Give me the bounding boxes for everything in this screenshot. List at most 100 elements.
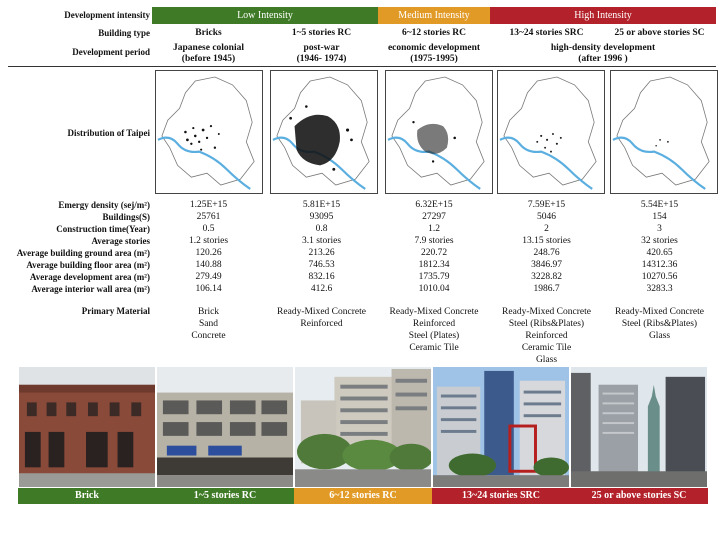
photo-brick-building	[18, 366, 156, 488]
stories-13-24-src: 13.15 stories	[522, 236, 571, 246]
stories-bricks: 1.2 stories	[188, 236, 229, 246]
average-stories-label: Average stories	[91, 236, 150, 246]
stories-25-sc: 32 stories	[641, 236, 678, 246]
development-intensity-label: Development intensity	[64, 10, 150, 20]
material-item: Glass	[648, 331, 671, 341]
low-rise-rc-illustration	[157, 367, 293, 487]
period-japanese-colonial: Japanese colonial (before 1945)	[152, 43, 265, 65]
period-3-line-1: economic development	[387, 43, 481, 53]
material-item: Concrete	[191, 331, 226, 341]
material-item: Reinforced	[300, 319, 343, 329]
materials-13-24-src: Ready-Mixed Concrete Steel (Ribs&Plates)…	[490, 306, 603, 366]
material-item: Ready-Mixed Concrete	[277, 307, 366, 317]
construction-6-12-rc: 1.2	[428, 224, 440, 234]
buildings-6-12-rc: 27297	[422, 212, 446, 222]
development-25-sc: 10270.56	[641, 272, 678, 282]
period-2-line-1: post-war	[303, 43, 340, 53]
material-item: Ready-Mixed Concrete	[502, 307, 591, 317]
stories-6-12-rc: 7.9 stories	[414, 236, 454, 246]
distribution-label: Distribution of Taipei	[67, 128, 150, 138]
interior-bricks: 106.14	[195, 284, 222, 294]
emergy-density-label: Emergy density (sej/m²)	[58, 200, 150, 210]
materials-1-5-rc: Ready-Mixed Concrete Reinforced	[265, 306, 378, 330]
floor-area-label: Average building floor area (m²)	[26, 260, 150, 270]
interior-1-5-rc: 412.6	[310, 284, 333, 294]
interior-13-24-src: 1986.7	[533, 284, 560, 294]
high-intensity-header: High Intensity	[490, 7, 716, 24]
ground-25-sc: 420.65	[646, 248, 673, 258]
development-area-label: Average development area (m²)	[29, 272, 150, 282]
low-intensity-header: Low Intensity	[152, 7, 378, 24]
building-type-bricks: Bricks	[195, 28, 222, 38]
material-item: Brick	[197, 307, 220, 317]
skyscraper-illustration	[571, 367, 707, 487]
photo-13-24-src-building	[432, 366, 570, 488]
emergy-13-24-src: 7.59E+15	[527, 200, 566, 210]
period-3-line-2: (1975-1995)	[410, 54, 458, 64]
period-1-line-1: Japanese colonial	[173, 43, 244, 53]
taipei-map-1-5-rc	[272, 76, 370, 190]
buildings-label: Buildings(S)	[102, 212, 150, 222]
taipei-map-bricks	[157, 76, 255, 190]
floor-bricks: 140.88	[195, 260, 222, 270]
floor-25-sc: 14312.36	[641, 260, 678, 270]
emergy-1-5-rc: 5.81E+15	[302, 200, 341, 210]
material-item: Sand	[199, 319, 218, 329]
primary-material-label: Primary Material	[81, 306, 150, 316]
ground-13-24-src: 248.76	[533, 248, 560, 258]
period-economic-development: economic development (1975-1995)	[378, 43, 490, 65]
floor-1-5-rc: 746.53	[308, 260, 335, 270]
materials-6-12-rc: Ready-Mixed Concrete Reinforced Steel (P…	[378, 306, 490, 354]
material-item: Reinforced	[412, 319, 456, 329]
brick-building-illustration	[19, 367, 155, 487]
construction-1-5-rc: 0.8	[315, 224, 328, 234]
building-type-25-sc: 25 or above stories SC	[614, 28, 705, 38]
materials-25-sc: Ready-Mixed Concrete Steel (Ribs&Plates)…	[603, 306, 716, 342]
period-post-war: post-war (1946- 1974)	[265, 43, 378, 65]
development-1-5-rc: 832.16	[308, 272, 335, 282]
interior-wall-area-label: Average interior wall area (m²)	[31, 284, 150, 294]
buildings-13-24-src: 5046	[537, 212, 556, 222]
material-item: Ready-Mixed Concrete	[615, 307, 704, 317]
development-period-label: Development period	[72, 47, 150, 57]
map-6-12-rc	[385, 70, 493, 194]
ground-area-label: Average building ground area (m²)	[16, 248, 150, 258]
development-13-24-src: 3228.82	[531, 272, 562, 282]
emergy-25-sc: 5.54E+15	[640, 200, 679, 210]
material-item: Reinforced	[525, 331, 568, 341]
interior-25-sc: 3283.3	[646, 284, 673, 294]
map-1-5-rc	[270, 70, 378, 194]
emergy-bricks: 1.25E+15	[189, 200, 228, 210]
period-2-line-2: (1946- 1974)	[296, 54, 347, 64]
ground-1-5-rc: 213.26	[308, 248, 335, 258]
period-4-line-1: high-density development	[550, 43, 656, 53]
material-item: Steel (Plates)	[408, 331, 460, 341]
emergy-6-12-rc: 6.32E+15	[415, 200, 453, 210]
construction-time-label: Construction time(Year)	[56, 224, 150, 234]
material-item: Steel (Ribs&Plates)	[508, 319, 585, 329]
ground-bricks: 120.26	[195, 248, 222, 258]
photo-25-sc-building	[570, 366, 708, 488]
stories-1-5-rc: 3.1 stories	[301, 236, 342, 246]
building-type-6-12-rc: 6~12 stories RC	[401, 28, 467, 38]
mid-rise-rc-illustration	[295, 367, 431, 487]
photo-6-12-rc-building	[294, 366, 432, 488]
high-rise-src-illustration	[433, 367, 569, 487]
construction-13-24-src: 2	[544, 224, 549, 234]
building-type-13-24-src: 13~24 stories SRC	[509, 28, 584, 38]
caption-13-24-src: 13~24 stories SRC	[432, 488, 570, 504]
building-type-label: Building type	[98, 28, 150, 38]
development-6-12-rc: 1735.79	[418, 272, 450, 282]
taipei-map-25-sc	[612, 76, 710, 190]
caption-brick: Brick	[18, 488, 156, 504]
taipei-map-13-24-src	[499, 76, 597, 190]
building-type-1-5-rc: 1~5 stories RC	[291, 28, 352, 38]
material-item: Ready-Mixed Concrete	[389, 307, 479, 317]
period-4-line-2: (after 1996 )	[578, 54, 628, 64]
period-high-density: high-density development (after 1996 )	[490, 43, 716, 65]
caption-25-sc: 25 or above stories SC	[570, 488, 708, 504]
material-item: Steel (Ribs&Plates)	[621, 319, 698, 329]
floor-6-12-rc: 1812.34	[418, 260, 450, 270]
ground-6-12-rc: 220.72	[420, 248, 448, 258]
buildings-25-sc: 154	[652, 212, 667, 222]
